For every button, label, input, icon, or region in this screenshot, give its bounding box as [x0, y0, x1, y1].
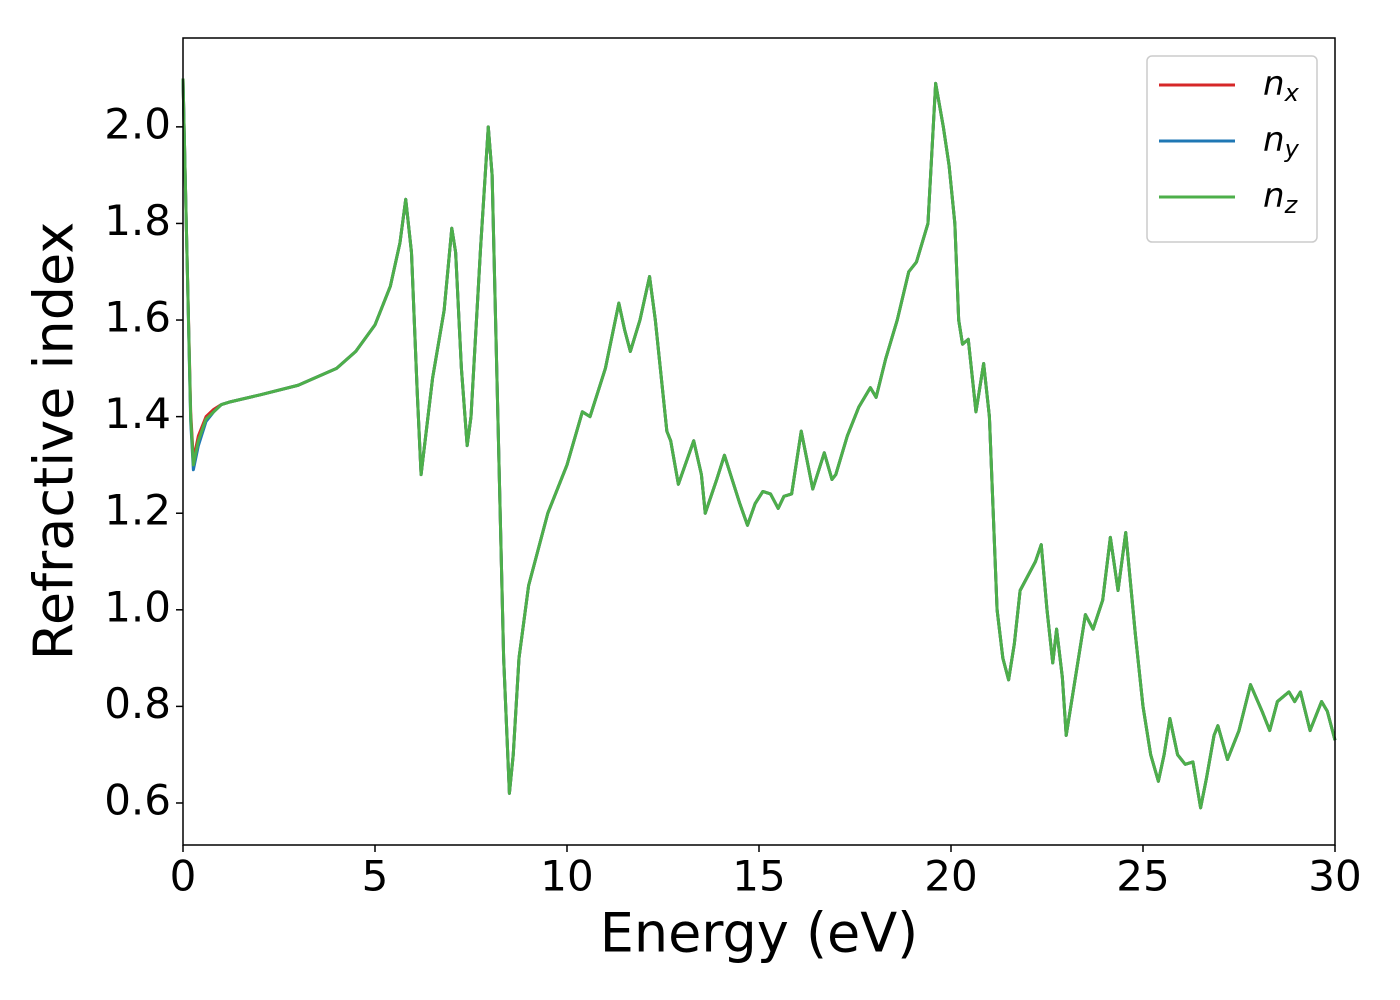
y-tick-label: 1.0: [104, 582, 171, 631]
x-tick-label: 5: [362, 852, 389, 901]
x-tick-label: 15: [732, 852, 785, 901]
y-tick-label: 0.8: [104, 679, 171, 728]
plot-frame: [182, 37, 1336, 846]
x-tick-label: 20: [924, 852, 977, 901]
x-tick-label: 30: [1308, 852, 1361, 901]
y-tick-label: 1.2: [104, 486, 171, 535]
legend-label: nx: [1263, 64, 1300, 108]
y-axis-label: Refractive index: [23, 222, 86, 661]
y-tick-label: 0.6: [104, 775, 171, 824]
x-tick-label: 0: [170, 852, 197, 901]
y-tick-label: 1.6: [104, 293, 171, 342]
legend-label: nz: [1263, 176, 1299, 220]
x-tick-label: 25: [1116, 852, 1169, 901]
data-line: [181, 78, 1337, 810]
y-tick-label: 1.4: [104, 389, 171, 438]
x-axis-label: Energy (eV): [600, 902, 919, 965]
legend-label: ny: [1263, 120, 1300, 164]
y-tick-label: 1.8: [104, 196, 171, 245]
x-tick-label: 10: [540, 852, 593, 901]
y-tick-label: 2.0: [104, 99, 171, 148]
